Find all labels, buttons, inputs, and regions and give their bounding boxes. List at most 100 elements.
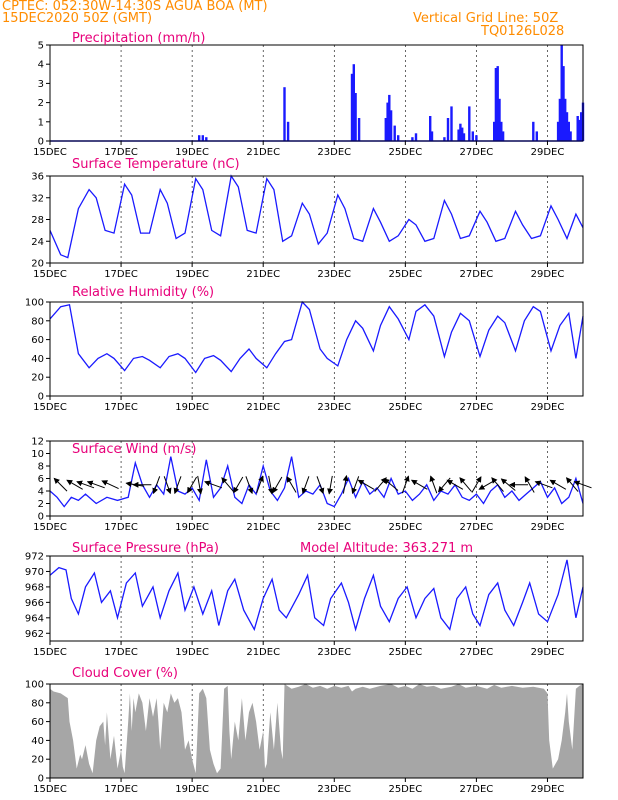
pressure-xtick-label: 29DEC: [531, 647, 565, 658]
precip-bar: [389, 110, 393, 141]
cloud-xtick-label: 23DEC: [317, 784, 351, 795]
wind-ytick-label: 10: [31, 449, 44, 460]
precip-bar: [475, 135, 478, 141]
wind-arrow: [357, 479, 375, 490]
wind-arrow: [221, 477, 234, 492]
pressure-title: Surface Pressure (hPa): [72, 541, 219, 556]
wind-xtick-label: 25DEC: [388, 522, 422, 533]
wind-title: Surface Wind (m/s): [72, 442, 196, 457]
wind-arrow: [256, 475, 264, 494]
rh-ytick-label: 0: [38, 392, 44, 403]
precip-bar: [462, 133, 466, 141]
pressure-frame: [49, 555, 584, 642]
temp-ytick-label: 20: [31, 259, 44, 270]
wind-arrow: [342, 474, 349, 494]
rh-xtick-label: 15DEC: [33, 402, 67, 413]
precip-ytick-label: 4: [38, 60, 44, 71]
wind-arrow: [500, 478, 516, 491]
precip-bar: [501, 131, 505, 141]
wind-series-line: [49, 456, 584, 508]
pressure-xtick-label: 23DEC: [317, 647, 351, 658]
rh-ytick-label: 80: [31, 316, 44, 327]
wind-arrow: [459, 477, 472, 492]
temp-frame: [49, 175, 584, 264]
pressure-ytick-label: 970: [25, 567, 44, 578]
temp-ytick-label: 36: [31, 172, 44, 183]
precip-ytick-label: 3: [38, 79, 44, 90]
cloud-frame: [49, 683, 584, 779]
wind-arrow: [446, 479, 464, 490]
precip-bar: [532, 121, 535, 141]
wind-arrow: [196, 475, 203, 495]
precip-bar: [496, 66, 499, 141]
precip-ytick-label: 0: [38, 137, 44, 148]
wind-arrow: [429, 475, 438, 494]
precip-frame: [49, 44, 584, 142]
rh-frame: [49, 301, 584, 397]
wind-arrow: [491, 477, 504, 492]
wind-xtick-label: 21DEC: [246, 522, 280, 533]
cloud-ytick-label: 20: [31, 755, 44, 766]
precip-bar: [576, 116, 579, 141]
header-grid-note: Vertical Grid Line: 50Z: [413, 11, 559, 26]
rh-xtick-label: 27DEC: [460, 402, 494, 413]
pressure-ytick-label: 966: [25, 598, 44, 609]
precip-bar: [564, 98, 567, 141]
wind-arrow: [204, 480, 223, 489]
rh-ytick-label: 60: [31, 335, 44, 346]
precip-bar: [384, 118, 387, 141]
wind-arrow: [173, 476, 182, 495]
precip-bar: [493, 121, 496, 141]
wind-xtick-label: 19DEC: [175, 522, 209, 533]
cloud-ytick-label: 60: [31, 717, 44, 728]
cloud-ytick-label: 80: [31, 698, 44, 709]
precip-xtick-label: 29DEC: [531, 147, 565, 158]
pressure-xtick-label: 21DEC: [246, 647, 280, 658]
precip-bar: [286, 121, 290, 141]
precip-bar: [357, 118, 361, 141]
precip-bar: [388, 94, 391, 141]
precip-bar: [450, 106, 453, 141]
precip-bar: [556, 121, 560, 141]
precip-bar: [578, 119, 581, 141]
wind-arrow: [245, 476, 254, 495]
pressure-ytick-label: 964: [25, 613, 44, 624]
precip-bar: [567, 121, 570, 141]
wind-arrow: [66, 479, 83, 490]
precip-bar: [560, 45, 563, 141]
precip-bar: [498, 98, 501, 141]
precip-bar: [352, 64, 355, 141]
wind-arrow: [187, 476, 198, 494]
wind-ytick-label: 4: [38, 487, 44, 498]
precip-title: Precipitation (mm/h): [72, 31, 205, 46]
wind-arrow: [534, 480, 553, 489]
wind-arrow: [86, 480, 105, 489]
cloud-xtick-label: 25DEC: [388, 784, 422, 795]
wind-arrow: [327, 475, 334, 495]
cloud-title: Cloud Cover (%): [72, 666, 178, 681]
wind-arrow: [471, 476, 482, 493]
wind-arrow: [101, 480, 119, 490]
wind-arrow: [286, 476, 297, 493]
wind-xtick-label: 23DEC: [317, 522, 351, 533]
rh-ytick-label: 100: [25, 298, 44, 309]
wind-arrow: [268, 475, 274, 495]
precip-xtick-label: 21DEC: [246, 147, 280, 158]
wind-arrow: [272, 476, 283, 494]
rh-xtick-label: 23DEC: [317, 402, 351, 413]
precip-xtick-label: 25DEC: [388, 147, 422, 158]
wind-arrow: [565, 477, 579, 492]
precip-bar: [205, 137, 208, 141]
temp-xtick-label: 17DEC: [104, 269, 138, 280]
cloud-xtick-label: 15DEC: [33, 784, 67, 795]
temp-xtick-label: 15DEC: [33, 269, 67, 280]
precip-bar: [429, 116, 432, 141]
temp-ytick-label: 24: [31, 237, 44, 248]
precip-bar: [446, 118, 450, 141]
precip-bar: [459, 123, 462, 141]
precip-bar: [558, 98, 562, 141]
pressure-ytick-label: 972: [25, 552, 44, 563]
cloud-xtick-label: 21DEC: [246, 784, 280, 795]
precip-bar: [494, 68, 498, 141]
precip-xtick-label: 27DEC: [460, 147, 494, 158]
